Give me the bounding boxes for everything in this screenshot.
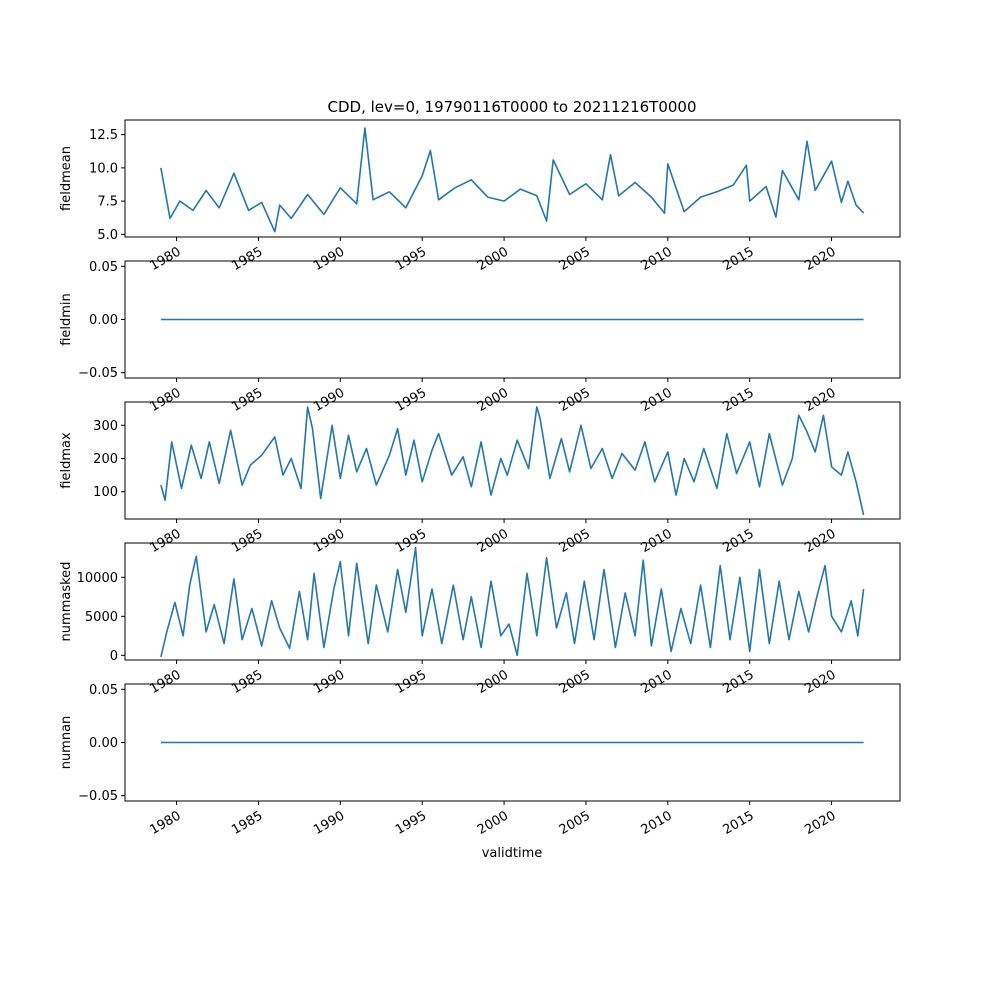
y-tick-label: 100 <box>93 485 118 500</box>
series-line-nummasked <box>160 546 865 658</box>
y-tick-label: 0.00 <box>89 736 118 751</box>
panel-frame <box>124 542 901 661</box>
y-tick-label: 5.0 <box>97 228 118 243</box>
y-tick-label: 200 <box>93 452 118 467</box>
series-line-fieldmax <box>160 406 865 516</box>
y-tick-label: 0.05 <box>89 260 118 275</box>
y-tick-label: 5000 <box>85 610 118 625</box>
y-tick-label: 0.05 <box>89 683 118 698</box>
y-axis-label: fieldmean <box>59 146 74 211</box>
y-axis-label: numnan <box>59 716 74 770</box>
y-axis-label: fieldmin <box>59 293 74 346</box>
y-tick-label: 300 <box>93 419 118 434</box>
y-tick-label: 10000 <box>77 571 118 586</box>
chart-title: CDD, lev=0, 19790116T0000 to 20211216T00… <box>328 98 697 116</box>
y-axis-label: fieldmax <box>59 432 74 489</box>
y-tick-label: −0.05 <box>78 366 118 381</box>
x-axis-label: validtime <box>482 846 543 861</box>
y-tick-label: 12.5 <box>89 128 118 143</box>
series-line-fieldmean <box>160 127 865 233</box>
y-tick-label: 0 <box>110 649 118 664</box>
panel-frame <box>124 401 901 520</box>
y-tick-label: 7.5 <box>97 195 118 210</box>
y-tick-label: 10.0 <box>89 161 118 176</box>
y-tick-label: −0.05 <box>78 789 118 804</box>
y-axis-label: nummasked <box>59 562 74 642</box>
panel-frame <box>124 119 901 238</box>
y-tick-label: 0.00 <box>89 313 118 328</box>
